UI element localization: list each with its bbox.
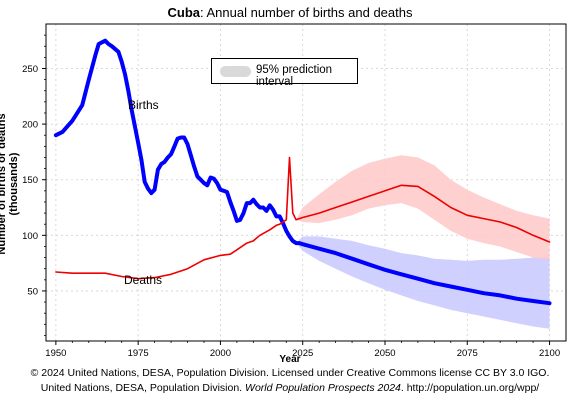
deaths-annotation: Deaths	[124, 273, 163, 287]
chart-title-country: Cuba	[167, 5, 201, 20]
y-tick-label: 150	[22, 175, 38, 186]
series-line-deaths	[55, 156, 551, 280]
credit-line-1: © 2024 United Nations, DESA, Population …	[30, 367, 550, 379]
credit-org: United Nations, DESA, Population Divisio…	[40, 382, 246, 394]
x-tick-label: 2025	[292, 348, 313, 359]
x-tick-label: 1950	[45, 348, 66, 359]
x-tick-label: 2050	[374, 348, 395, 359]
credit-publication: World Population Prospects 2024	[245, 382, 401, 394]
x-tick-label: 2075	[457, 348, 478, 359]
legend-label: 95% prediction interval	[256, 64, 333, 88]
legend-swatch	[220, 66, 251, 77]
credit-url: . http://population.un.org/wpp/	[400, 382, 540, 394]
plot-frame	[45, 23, 567, 342]
y-tick-label: 200	[22, 120, 38, 131]
y-tick-label: 250	[22, 64, 38, 75]
legend: 95% prediction interval	[211, 58, 358, 88]
x-axis-label: Year	[279, 354, 301, 365]
chart-title-text: : Annual number of births and deaths	[200, 5, 413, 20]
credit-line-2: United Nations, DESA, Population Divisio…	[0, 382, 580, 394]
y-axis-label: Number of births or deaths (thousands)	[0, 113, 20, 255]
births-annotation: Births	[128, 98, 159, 112]
series-line-births	[53, 38, 552, 306]
y-tick-label: 100	[22, 231, 38, 242]
interval-band-deaths	[296, 155, 550, 260]
x-tick-label: 2100	[539, 348, 560, 359]
y-tick-label: 50	[27, 286, 38, 297]
x-tick-label: 1975	[128, 348, 149, 359]
chart-title: Cuba: Annual number of births and deaths	[0, 5, 580, 20]
x-tick-label: 2000	[210, 348, 231, 359]
